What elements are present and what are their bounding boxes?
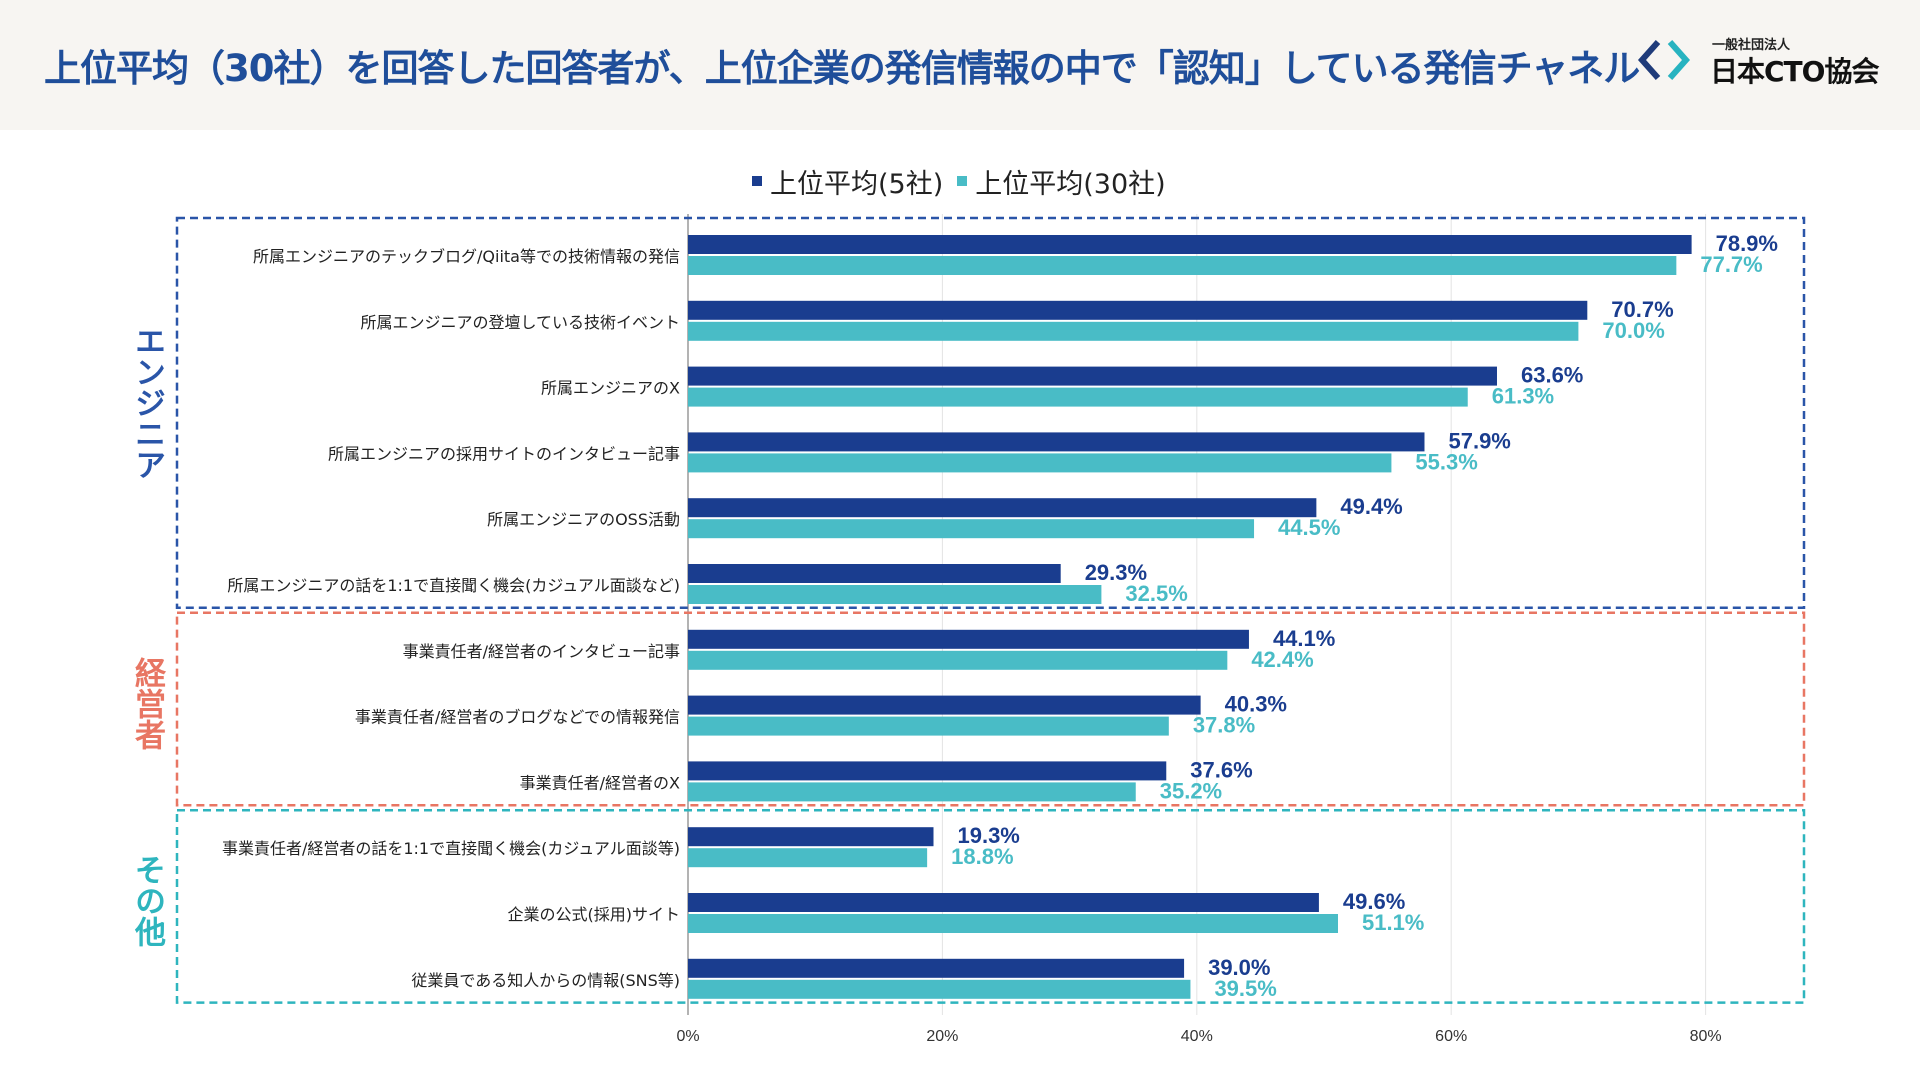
data-label-series2: 39.5% [1214,976,1276,1001]
group-label-management: 経営者 [129,656,165,750]
bar-series2 [688,650,1228,670]
category-label: 事業責任者/経営者の話を1:1で直接聞く機会(カジュアル面談等) [222,839,680,858]
bar-series1 [688,629,1249,649]
data-label-series1: 49.4% [1340,494,1402,519]
bar-series2 [688,782,1136,802]
data-label-series2: 77.7% [1700,252,1762,277]
legend-swatch-series2 [957,176,968,186]
data-label-series1: 29.3% [1085,560,1147,585]
bar-series2 [688,914,1338,933]
bar-series2 [688,387,1468,407]
bar-series2 [688,979,1191,999]
group-box-other [175,808,1806,1004]
category-label: 事業責任者/経営者のインタビュー記事 [403,642,680,661]
logo-org-name: 日本CTO協会 [1710,55,1879,88]
data-label-series1: 44.1% [1273,626,1335,651]
data-label-series1: 49.6% [1343,889,1405,914]
page-title: 上位平均（30社）を回答した回答者が、上位企業の発信情報の中で「認知」している発… [44,47,1640,90]
header-banner: 上位平均（30社）を回答した回答者が、上位企業の発信情報の中で「認知」している発… [0,0,1920,130]
category-label: 所属エンジニアの話を1:1で直接聞く機会(カジュアル面談など) [227,576,680,595]
bar-series2 [688,848,928,868]
data-label-series2: 51.1% [1362,910,1424,935]
group-label-engineer: エンジニア [129,325,165,481]
chart-legend: 上位平均(5社) 上位平均(30社) [752,162,1180,201]
bar-series1 [688,432,1425,452]
bar-series1 [688,893,1319,912]
logo-org-type: 一般社団法人 [1712,38,1791,53]
x-tick-label: 40% [1181,1028,1213,1045]
x-tick-label: 20% [926,1028,958,1045]
data-label-series2: 37.8% [1193,713,1255,738]
legend-swatch-series1 [752,176,762,186]
data-label-series1: 40.3% [1225,692,1287,717]
bar-series2 [688,519,1255,539]
bar-series1 [688,958,1185,978]
category-label: 従業員である知人からの情報(SNS等) [411,971,680,990]
category-label: 事業責任者/経営者のブログなどでの情報発信 [355,708,680,727]
bar-series2 [688,321,1579,341]
category-label: 所属エンジニアの登壇している技術イベント [360,313,680,332]
data-label-series2: 55.3% [1415,449,1477,474]
data-label-series1: 19.3% [957,823,1019,848]
bar-series1 [688,695,1201,715]
x-tick-label: 60% [1435,1028,1467,1045]
group-label-other: その他 [129,853,165,947]
cto-logo-icon [1637,40,1691,80]
data-label-series2: 35.2% [1160,778,1222,803]
data-label-series1: 37.6% [1190,757,1252,782]
data-label-series2: 18.8% [951,844,1013,869]
data-label-series1: 78.9% [1716,231,1778,256]
legend-label-series2: 上位平均(30社) [975,168,1166,200]
data-label-series2: 61.3% [1492,384,1554,409]
data-label-series1: 70.7% [1611,297,1673,322]
data-label-series1: 39.0% [1208,955,1270,980]
data-label-series2: 32.5% [1125,581,1187,606]
legend-item-series2: 上位平均(30社) [957,162,1166,201]
data-label-series1: 63.6% [1521,363,1583,388]
data-label-series2: 42.4% [1251,647,1313,672]
bar-series1 [688,300,1588,320]
category-label: 所属エンジニアのX [541,379,680,398]
bar-series2 [688,453,1392,473]
category-label: 所属エンジニアのテックブログ/Qiita等での技術情報の発信 [253,247,680,266]
x-tick-label: 80% [1690,1028,1722,1045]
group-box-management [175,611,1806,807]
data-label-series2: 44.5% [1278,515,1340,540]
bar-series1 [688,498,1317,518]
group-box-engineer [175,216,1806,610]
bar-series1 [688,564,1061,583]
bar-series2 [688,716,1169,736]
legend-item-series1: 上位平均(5社) [752,162,943,201]
logo: 一般社団法人 日本CTO協会 [1636,30,1896,90]
bar-series1 [688,366,1497,386]
legend-label-series1: 上位平均(5社) [770,168,944,200]
category-label: 所属エンジニアの採用サイトのインタビュー記事 [328,444,680,463]
x-tick-label: 0% [676,1028,699,1045]
category-label: 企業の公式(採用)サイト [508,905,681,924]
bar-series1 [688,235,1692,254]
bar-series2 [688,585,1102,604]
bar-series1 [688,827,934,847]
category-label: 事業責任者/経営者のX [520,773,680,792]
bar-series1 [688,761,1167,781]
data-label-series2: 70.0% [1602,318,1664,343]
category-label: 所属エンジニアのOSS活動 [487,510,680,529]
bar-series2 [688,256,1677,275]
data-label-series1: 57.9% [1448,428,1510,453]
